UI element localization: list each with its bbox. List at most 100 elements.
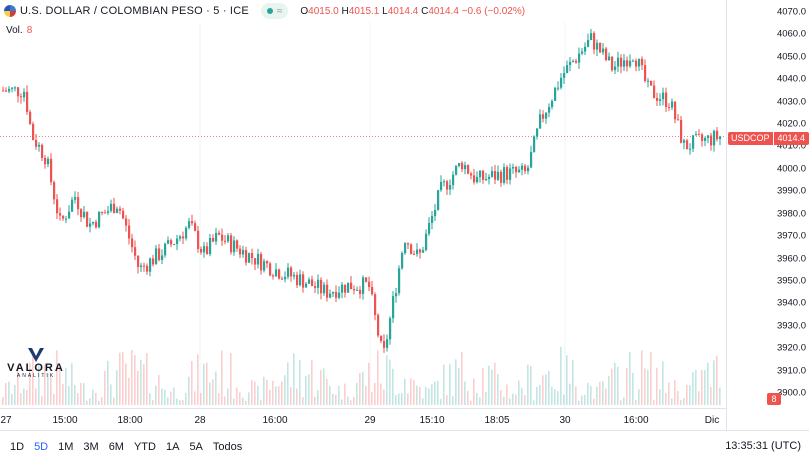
candle-body [41, 144, 44, 158]
candle-body [95, 221, 98, 228]
volume-legend[interactable]: Vol. 8 [6, 25, 32, 36]
candle-body [479, 170, 482, 178]
volume-bar [272, 380, 274, 405]
range-button-5a[interactable]: 5A [189, 440, 203, 453]
symbol-title[interactable]: U.S. DOLLAR / COLOMBIAN PESO · 5 · ICE [20, 5, 249, 17]
range-button-1d[interactable]: 1D [10, 440, 25, 453]
time-tick: 27 [0, 415, 12, 426]
range-button-3m[interactable]: 3M [83, 440, 99, 453]
volume-bar [11, 394, 13, 405]
candle-body [362, 277, 365, 294]
range-button-ytd[interactable]: YTD [133, 440, 156, 453]
candle-body [332, 291, 335, 294]
volume-bar [248, 392, 250, 405]
volume-bar [236, 387, 238, 405]
volume-bar [518, 380, 520, 405]
volume-bar [491, 369, 493, 405]
candle-body [167, 240, 170, 244]
volume-bar [200, 392, 202, 405]
volume-bar [323, 368, 325, 405]
time-tick: 18:00 [117, 415, 143, 426]
utc-clock[interactable]: 13:35:31 (UTC) [725, 440, 801, 452]
candle-body [11, 87, 14, 89]
volume-bar [341, 399, 343, 405]
volume-bar [212, 379, 214, 405]
range-button-1m[interactable]: 1M [58, 440, 74, 453]
volume-bar [548, 370, 550, 405]
candle-body [266, 261, 269, 264]
candle-body [683, 140, 686, 143]
candle-body [197, 230, 200, 249]
candle-body [548, 107, 551, 113]
candle-body [203, 246, 206, 253]
volume-bar [464, 381, 466, 405]
volume-bar [257, 385, 259, 405]
range-button-6m[interactable]: 6M [108, 440, 124, 453]
candle-body [506, 167, 509, 180]
volume-bar [8, 381, 10, 405]
volume-bar [551, 386, 553, 405]
range-button-todos[interactable]: Todos [212, 440, 243, 453]
volume-bar [623, 397, 625, 405]
candle-body [146, 265, 149, 272]
volume-bar [20, 393, 22, 405]
candle-body [284, 276, 287, 280]
volume-bar [170, 391, 172, 405]
candle-body [374, 294, 377, 315]
volume-bar [29, 362, 31, 405]
candle-body [551, 100, 554, 108]
candle-body [290, 267, 293, 277]
candle-body [545, 112, 548, 119]
candle-body [329, 293, 332, 298]
volume-bar [365, 385, 367, 405]
volume-bar [299, 360, 301, 405]
candle-body [686, 140, 689, 150]
candle-body [227, 235, 230, 242]
volume-bar [269, 389, 271, 405]
volume-bar [32, 352, 34, 405]
time-axis[interactable]: 27 15:00 18:00 28 16:00 29 15:10 18:05 30 16:00 Di… [0, 408, 726, 431]
volume-bar [62, 383, 64, 405]
range-button-1a[interactable]: 1A [165, 440, 180, 453]
volume-bar [368, 362, 370, 405]
price-tick: 3960.0 [776, 253, 806, 265]
volume-bar [656, 367, 658, 405]
range-button-5d[interactable]: 5D [34, 440, 49, 453]
logo-name: VALORA [7, 362, 65, 374]
volume-bar [188, 376, 190, 405]
candle-body [431, 216, 434, 224]
volume-bar [47, 373, 49, 405]
candle-body [350, 282, 353, 290]
market-status[interactable]: ≈ [260, 3, 289, 19]
candle-body [713, 130, 716, 146]
volume-bar [59, 368, 61, 405]
candle-body [461, 163, 464, 170]
price-scale[interactable]: 4070.0 4060.0 4050.0 4040.0 4030.0 4020.0 4010… [726, 0, 809, 430]
candle-body [596, 42, 599, 50]
volume-bar [296, 388, 298, 405]
volume-bar [134, 355, 136, 405]
time-tick: 30 [559, 415, 571, 426]
volume-bar [452, 396, 454, 405]
candle-body [206, 246, 209, 255]
volume-bar [251, 379, 253, 405]
volume-bar [278, 386, 280, 405]
candle-body [695, 134, 698, 136]
volume-bar [575, 386, 577, 405]
candle-body [632, 60, 635, 62]
open-label: O [300, 5, 309, 17]
candle-body [278, 269, 281, 279]
candle-body [5, 90, 8, 92]
candle-body [653, 85, 656, 98]
candle-body [353, 289, 356, 291]
candle-body [128, 225, 131, 239]
volume-bar [98, 400, 100, 405]
candle-body [611, 56, 614, 71]
price-tick: 3930.0 [776, 320, 806, 332]
price-tick: 3910.0 [776, 365, 806, 377]
volume-bar [350, 400, 352, 405]
price-chart[interactable] [0, 0, 726, 408]
volume-bar [50, 376, 52, 405]
volume-bar [314, 396, 316, 405]
volume-bar [482, 368, 484, 405]
